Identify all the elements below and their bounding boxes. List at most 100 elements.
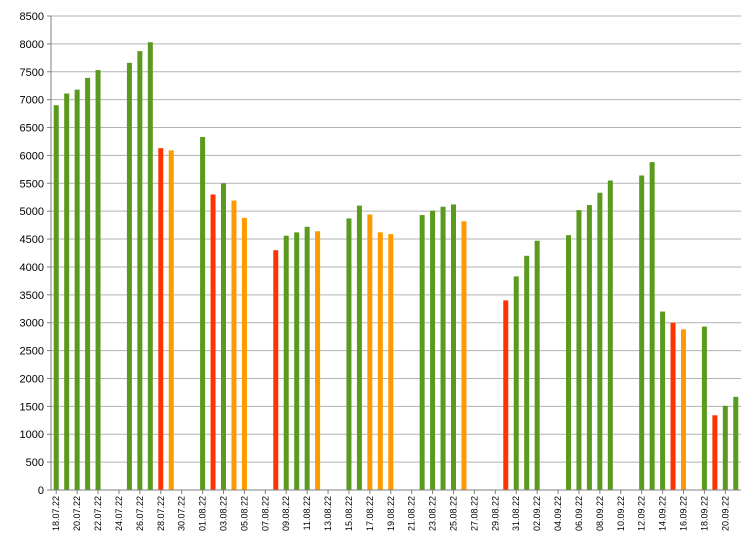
bar-16.09.22 (681, 329, 686, 490)
y-tick-label: 6000 (20, 150, 44, 162)
x-tick-label: 18.09.22 (699, 496, 709, 531)
y-tick-label: 7500 (20, 67, 44, 79)
bar-14.09.22 (660, 311, 666, 490)
x-tick-label: 06.09.22 (574, 496, 584, 531)
x-tick-label: 13.08.22 (323, 496, 333, 531)
bar-28.07.22 (158, 148, 164, 490)
bar-16.08.22 (356, 205, 362, 490)
bar-23.08.22 (430, 210, 436, 490)
bar-24.08.22 (440, 206, 446, 490)
y-tick-label: 5000 (20, 206, 44, 218)
y-tick-label: 500 (26, 457, 44, 469)
bar-02.08.22 (210, 194, 216, 490)
bar-18.09.22 (701, 326, 707, 490)
bar-15.09.22 (670, 322, 676, 490)
x-tick-label: 26.07.22 (135, 496, 145, 531)
bar-11.08.22 (304, 226, 310, 491)
gridlines (47, 15, 741, 491)
y-tick-label: 4500 (20, 234, 44, 246)
bar-25.07.22 (126, 62, 132, 491)
y-tick-label: 5500 (20, 178, 44, 190)
bar-09.09.22 (607, 180, 613, 490)
y-tick-label: 2500 (20, 346, 44, 358)
x-tick-label: 07.08.22 (260, 496, 270, 531)
x-tick-label: 14.09.22 (658, 496, 668, 531)
x-tick-label: 16.09.22 (679, 496, 689, 531)
bar-08.09.22 (597, 192, 603, 490)
x-tick-label: 11.08.22 (302, 496, 312, 530)
x-tick-label: 28.07.22 (156, 496, 166, 531)
bar-10.08.22 (294, 232, 300, 490)
bar-01.08.22 (200, 137, 206, 490)
x-tick-label: 29.08.22 (490, 496, 500, 531)
bar-20.07.22 (74, 89, 80, 491)
y-tick-label: 1000 (20, 429, 44, 441)
x-tick-label: 20.09.22 (720, 496, 730, 531)
bar-04.08.22 (231, 200, 237, 490)
x-tick-label: 22.07.22 (93, 496, 103, 531)
y-tick-label: 2000 (20, 373, 44, 385)
x-tick-label: 04.09.22 (553, 496, 563, 531)
bar-29.07.22 (168, 150, 174, 490)
bar-31.08.22 (513, 276, 519, 490)
bar-06.09.22 (576, 210, 582, 490)
x-tick-label: 05.08.22 (239, 496, 249, 531)
x-tick-label: 21.08.22 (407, 496, 417, 531)
x-tick-label: 24.07.22 (114, 496, 124, 531)
bar-20.09.22 (722, 405, 728, 490)
bar-19.07.22 (64, 93, 70, 490)
bar-26.07.22 (137, 51, 143, 490)
bar-17.08.22 (367, 214, 373, 490)
y-tick-label: 8000 (20, 39, 44, 51)
x-tick-label: 19.08.22 (386, 496, 396, 531)
x-tick-label: 12.09.22 (637, 496, 647, 531)
bar-22.07.22 (95, 70, 101, 490)
bar-26.08.22 (461, 221, 467, 490)
x-tick-label: 18.07.22 (51, 496, 61, 531)
bar-05.09.22 (566, 235, 571, 490)
x-tick-label: 03.08.22 (219, 496, 229, 531)
bar-18.07.22 (53, 105, 59, 490)
bar-21.07.22 (85, 77, 91, 491)
x-tick-label: 10.09.22 (616, 496, 626, 531)
x-tick-label: 08.09.22 (595, 496, 605, 531)
x-tick-label: 01.08.22 (198, 496, 208, 531)
bar-01.09.22 (524, 255, 530, 490)
bar-02.09.22 (534, 240, 540, 490)
y-tick-label: 1500 (20, 401, 44, 413)
x-tick-label: 20.07.22 (72, 496, 82, 531)
axes (50, 16, 741, 491)
x-tick-label: 15.08.22 (344, 496, 354, 531)
x-tick-label: 25.08.22 (449, 496, 459, 531)
bar-08.08.22 (273, 250, 279, 490)
bar-19.09.22 (712, 415, 718, 490)
bar-30.08.22 (503, 300, 509, 490)
x-tick-label: 23.08.22 (428, 496, 438, 531)
y-tick-label: 4000 (20, 262, 44, 274)
bar-12.09.22 (639, 175, 645, 491)
bar-07.09.22 (586, 205, 592, 491)
y-tick-label: 0 (38, 485, 44, 497)
x-tick-label: 09.08.22 (281, 496, 291, 531)
bar-18.08.22 (377, 232, 383, 490)
bar-25.08.22 (451, 204, 456, 491)
bars (53, 42, 739, 491)
x-tick-label: 30.07.22 (177, 496, 187, 531)
x-axis-tick-labels: 18.07.22 20.07.22 22.07.22 24.07.22 26.07.22… (51, 490, 730, 531)
y-tick-label: 6500 (20, 123, 44, 135)
bar-19.08.22 (388, 234, 394, 490)
bar-21.09.22 (733, 396, 739, 490)
bar-27.07.22 (147, 42, 153, 491)
bar-12.08.22 (315, 231, 321, 490)
y-tick-label: 3500 (20, 290, 44, 302)
x-tick-label: 17.08.22 (365, 496, 375, 531)
bar-05.08.22 (241, 217, 247, 490)
bar-22.08.22 (419, 215, 425, 490)
y-tick-label: 8500 (20, 11, 44, 23)
bar-15.08.22 (346, 218, 352, 490)
bar-09.08.22 (283, 235, 289, 490)
bar-03.08.22 (221, 183, 226, 491)
bar-13.09.22 (649, 162, 655, 490)
x-tick-label: 02.09.22 (532, 496, 542, 531)
